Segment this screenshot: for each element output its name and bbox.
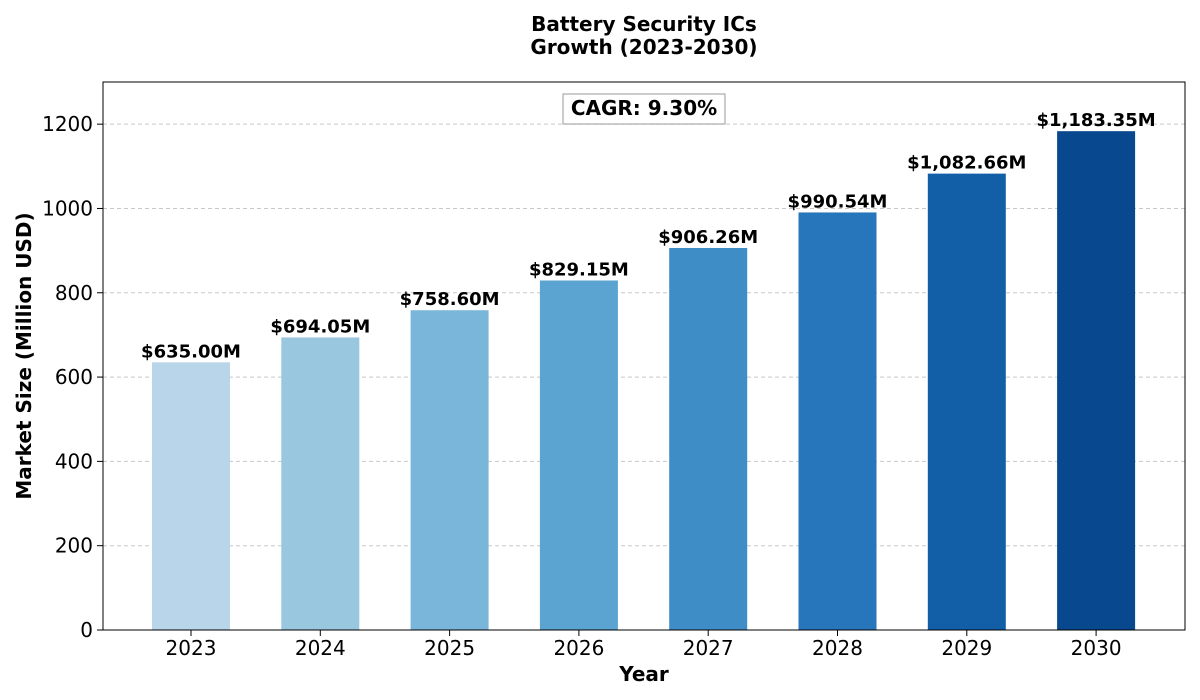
y-tick-label: 600 — [55, 365, 93, 389]
bar-2024 — [281, 337, 360, 630]
y-tick-label: 200 — [55, 534, 93, 558]
y-tick-label: 0 — [80, 618, 93, 642]
bar-value-label: $1,183.35M — [1036, 110, 1155, 131]
bar-2025 — [410, 310, 489, 630]
bar-2027 — [669, 247, 748, 630]
cagr-annotation-text: CAGR: 9.30% — [571, 96, 717, 120]
bar-value-label: $1,082.66M — [907, 153, 1026, 174]
bar-2028 — [798, 212, 877, 631]
bar-2026 — [539, 280, 618, 630]
x-tick-label: 2030 — [1071, 636, 1122, 660]
chart-title-line-2: Growth (2023-2030) — [530, 35, 757, 59]
bars — [152, 131, 1136, 631]
y-tick-label: 1200 — [42, 112, 93, 136]
x-tick-label: 2024 — [295, 636, 346, 660]
y-axis-ticks: 0 200 400 600 800 1000 1200 — [42, 112, 103, 642]
y-axis-label: Market Size (Million USD) — [12, 212, 36, 499]
bar-value-label: $990.54M — [788, 191, 888, 212]
x-axis-ticks: 2023 2024 2025 2026 2027 2028 2029 2030 — [166, 630, 1122, 660]
x-tick-label: 2027 — [683, 636, 734, 660]
cagr-annotation: CAGR: 9.30% — [562, 93, 726, 125]
y-tick-label: 800 — [55, 281, 93, 305]
x-axis-label: Year — [618, 662, 669, 686]
bar-value-labels: $635.00M $694.05M $758.60M $829.15M $906.26M… — [141, 110, 1156, 362]
bar-value-label: $635.00M — [141, 341, 241, 362]
cagr-annotation-box — [562, 93, 726, 125]
gridlines — [103, 123, 1185, 547]
bar-value-label: $694.05M — [270, 316, 370, 337]
plot-frame — [102, 81, 1186, 631]
x-tick-label: 2025 — [424, 636, 475, 660]
x-tick-label: 2028 — [812, 636, 863, 660]
chart-title-line-1: Battery Security ICs — [531, 12, 757, 36]
bar-2030 — [1057, 131, 1136, 630]
x-tick-label: 2029 — [941, 636, 992, 660]
bar-value-label: $829.15M — [529, 259, 629, 280]
bar-value-label: $758.60M — [400, 289, 500, 310]
x-tick-label: 2023 — [166, 636, 217, 660]
bar-2029 — [927, 173, 1006, 630]
y-tick-label: 400 — [55, 449, 93, 473]
bar-2023 — [152, 362, 230, 630]
bar-value-label: $906.26M — [658, 227, 758, 248]
y-tick-label: 1000 — [42, 196, 93, 220]
x-tick-label: 2026 — [553, 636, 604, 660]
